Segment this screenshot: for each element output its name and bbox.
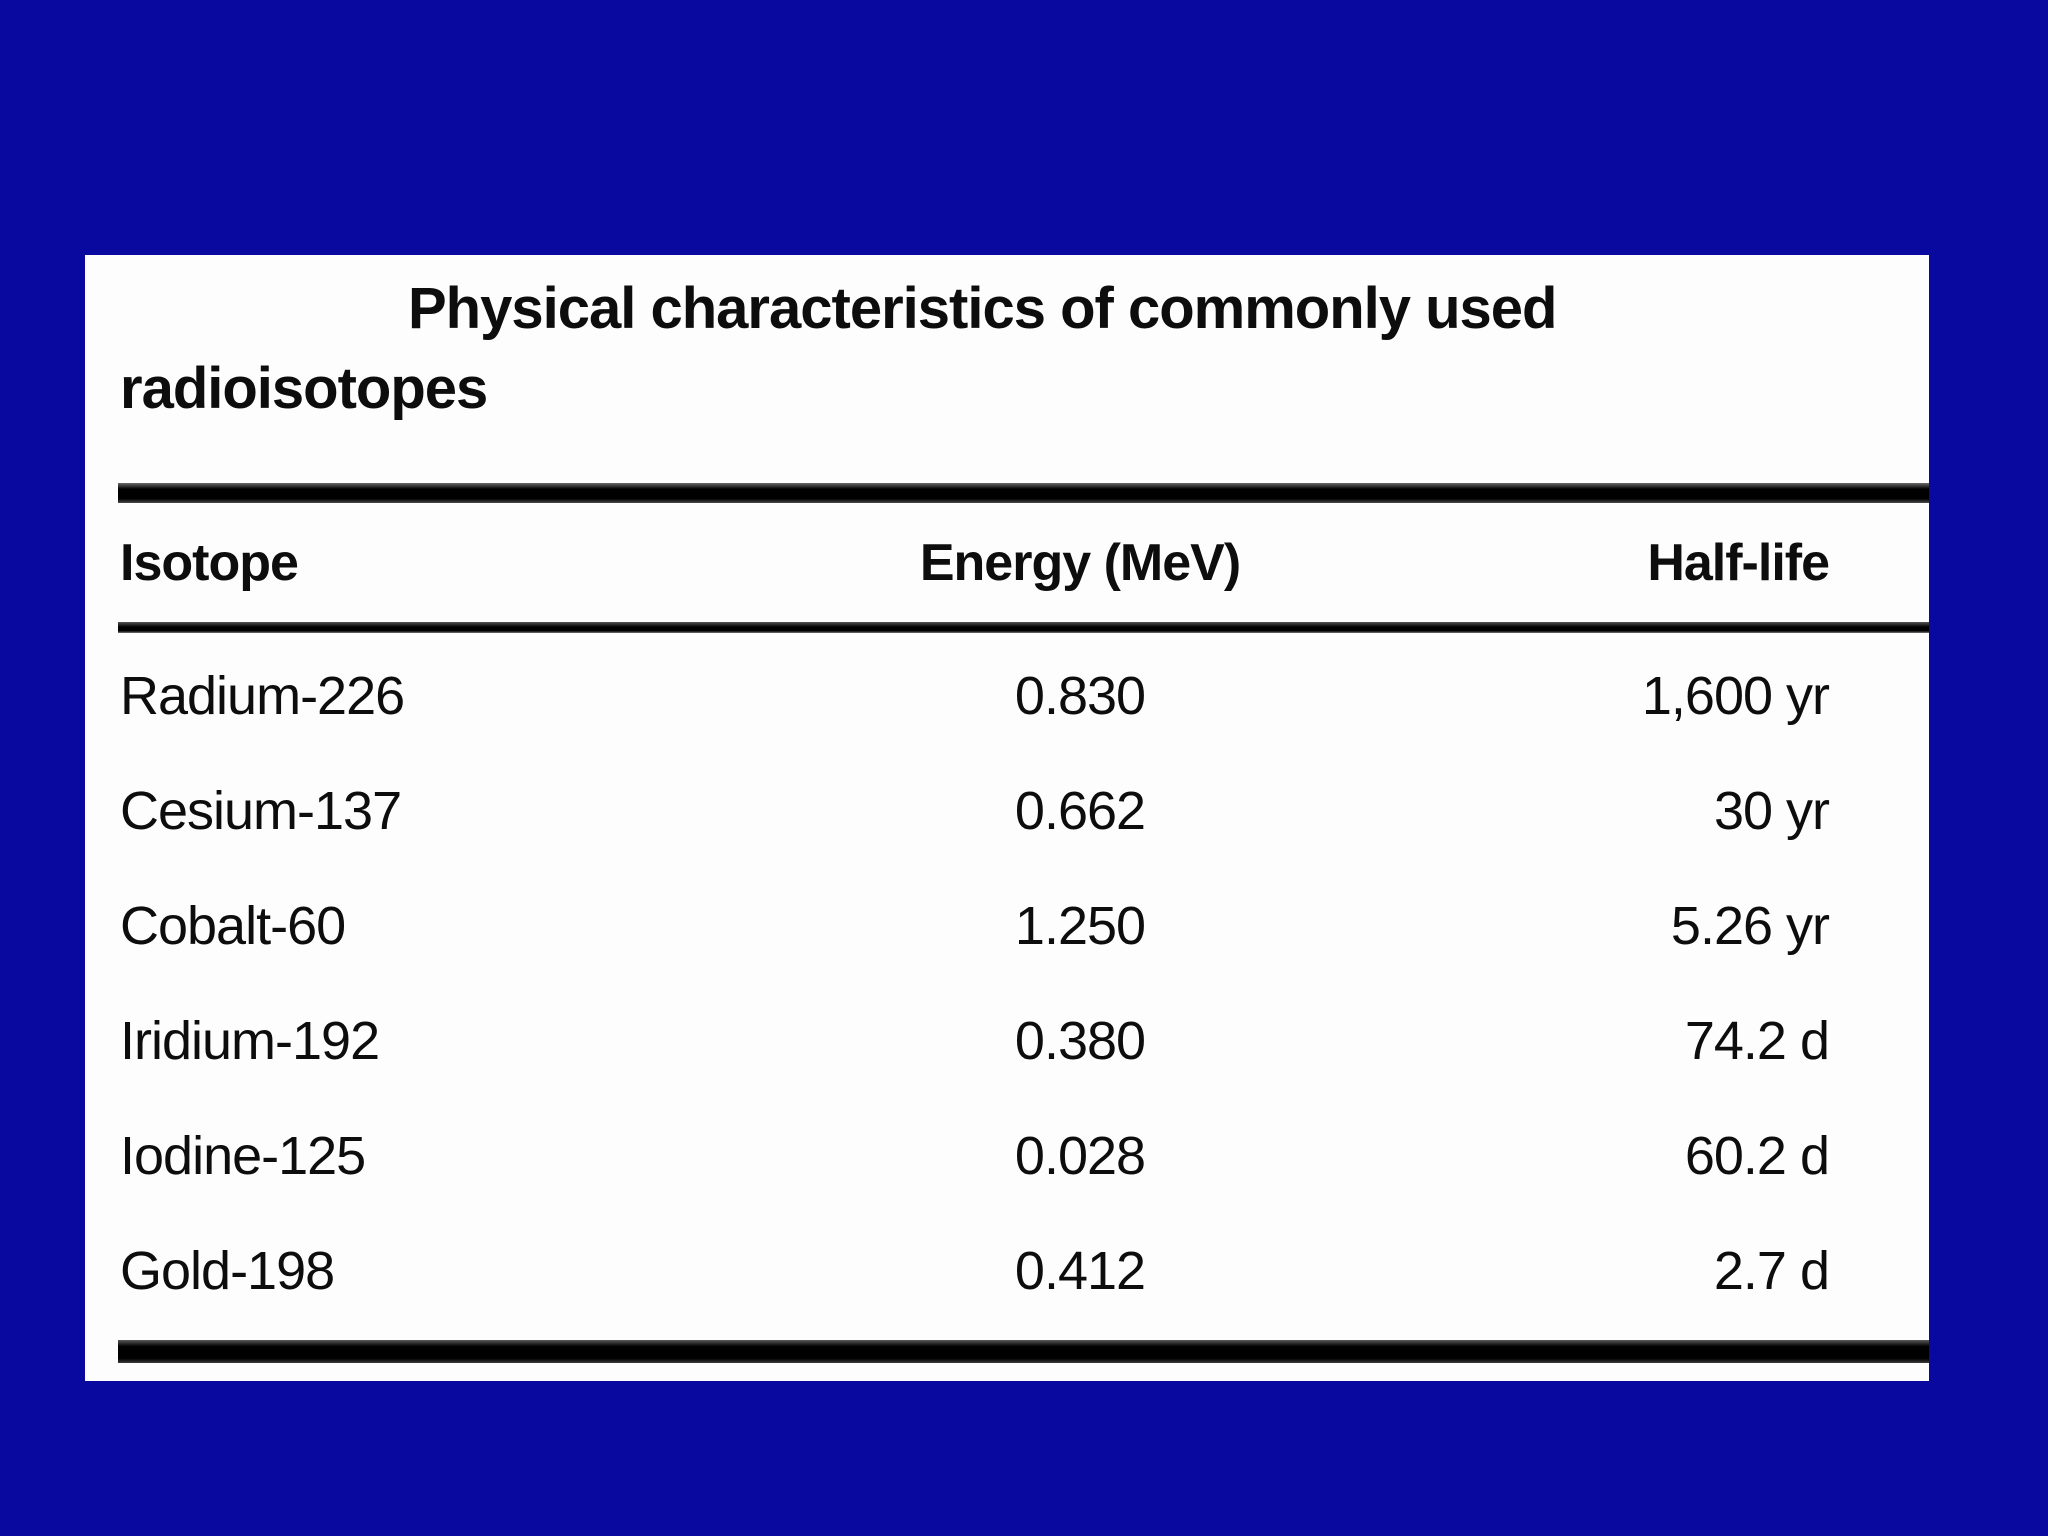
figure-panel: Physical characteristics of commonly use… [85, 255, 1929, 1381]
isotope-cell: Iridium-192 [120, 1010, 380, 1071]
table-row: Iridium-192 0.380 74.2 d [85, 983, 1929, 1098]
half-life-cell: 60.2 d [1684, 1125, 1830, 1186]
energy-cell: 0.662 [1014, 780, 1146, 841]
half-life-cell: 30 yr [1713, 780, 1830, 841]
figure-title: Physical characteristics of commonly use… [120, 269, 1819, 429]
figure-title-line1: Physical characteristics of commonly use… [408, 276, 1557, 341]
isotope-cell: Radium-226 [120, 665, 405, 726]
energy-cell: 0.412 [1014, 1240, 1146, 1301]
table-header-row: Isotope Energy (MeV) Half-life [85, 525, 1929, 601]
isotope-cell: Iodine-125 [120, 1125, 366, 1186]
figure-title-line2: radioisotopes [120, 356, 488, 421]
table-row: Gold-198 0.412 2.7 d [85, 1213, 1929, 1328]
table-row: Cobalt-60 1.250 5.26 yr [85, 868, 1929, 983]
half-life-cell: 5.26 yr [1670, 895, 1830, 956]
isotope-cell: Cesium-137 [120, 780, 402, 841]
table-row: Radium-226 0.830 1,600 yr [85, 638, 1929, 753]
column-header-isotope: Isotope [120, 534, 299, 592]
half-life-cell: 1,600 yr [1641, 665, 1830, 726]
isotope-cell: Gold-198 [120, 1240, 335, 1301]
table-top-rule [118, 483, 1929, 503]
column-header-half-life: Half-life [1647, 534, 1830, 592]
table-row: Iodine-125 0.028 60.2 d [85, 1098, 1929, 1213]
energy-cell: 0.028 [1014, 1125, 1146, 1186]
energy-cell: 0.830 [1014, 665, 1146, 726]
half-life-cell: 2.7 d [1713, 1240, 1830, 1301]
table-row: Cesium-137 0.662 30 yr [85, 753, 1929, 868]
isotope-cell: Cobalt-60 [120, 895, 346, 956]
table-body: Radium-226 0.830 1,600 yr Cesium-137 0.6… [85, 638, 1929, 1328]
energy-cell: 1.250 [1014, 895, 1146, 956]
energy-cell: 0.380 [1014, 1010, 1146, 1071]
header-divider-rule [118, 622, 1929, 633]
column-header-energy: Energy (MeV) [919, 534, 1241, 592]
half-life-cell: 74.2 d [1684, 1010, 1830, 1071]
table-bottom-rule [118, 1340, 1929, 1363]
